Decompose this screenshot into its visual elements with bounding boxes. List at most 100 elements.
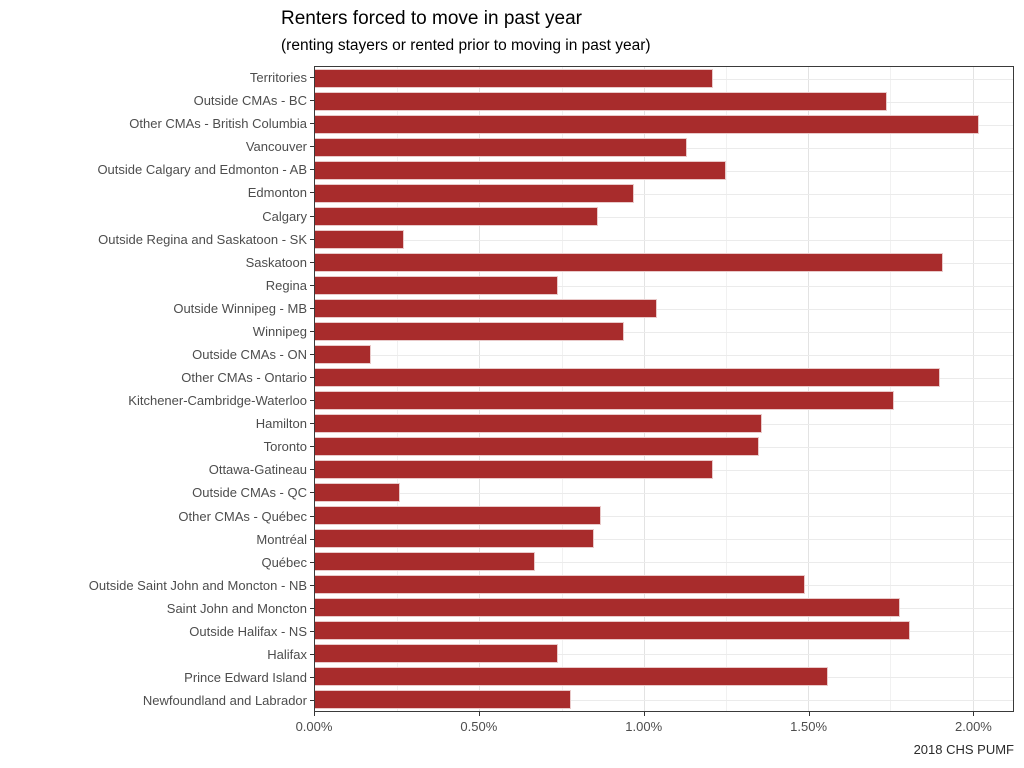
bar <box>315 574 805 595</box>
x-axis-label: 2.00% <box>955 719 992 734</box>
y-axis-label: Saskatoon <box>0 251 314 274</box>
chart-subtitle: (renting stayers or rented prior to movi… <box>281 37 651 54</box>
y-axis-label: Hamilton <box>0 412 314 435</box>
bar <box>315 160 726 181</box>
bar-row <box>315 435 1013 458</box>
bar <box>315 413 763 434</box>
bar <box>315 689 572 710</box>
x-axis-label: 0.50% <box>460 719 498 734</box>
gridline-vertical-minor <box>561 67 563 711</box>
bar <box>315 275 559 296</box>
bar-row <box>315 182 1013 205</box>
axis-tick <box>314 712 315 716</box>
y-axis-label: Kitchener-Cambridge-Waterloo <box>0 389 314 412</box>
y-axis-label: Québec <box>0 551 314 574</box>
bar-row <box>315 619 1013 642</box>
y-axis-label: Saint John and Moncton <box>0 597 314 620</box>
gridline-vertical-minor <box>397 67 399 711</box>
gridline-vertical-major <box>972 67 974 711</box>
axis-tick <box>643 712 645 716</box>
plot-panel <box>314 66 1014 712</box>
bar-row <box>315 320 1013 343</box>
y-axis-label: Other CMAs - British Columbia <box>0 112 314 135</box>
bar <box>315 459 713 480</box>
y-axis-label: Outside CMAs - ON <box>0 343 314 366</box>
bar <box>315 68 713 89</box>
bar <box>315 528 595 549</box>
y-axis-label: Winnipeg <box>0 320 314 343</box>
bar <box>315 137 687 158</box>
x-axis-label: 0.00% <box>295 719 333 734</box>
x-axis-label: 1.00% <box>625 719 663 734</box>
gridline-vertical-major <box>808 67 810 711</box>
bar <box>315 597 901 618</box>
y-axis-label: Toronto <box>0 435 314 458</box>
y-axis-label: Outside CMAs - BC <box>0 89 314 112</box>
bar <box>315 252 943 273</box>
bar-row <box>315 366 1013 389</box>
bar <box>315 666 828 687</box>
gridline-vertical-minor <box>890 67 892 711</box>
bar <box>315 482 401 503</box>
y-axis-label: Prince Edward Island <box>0 666 314 689</box>
axis-tick <box>478 712 480 716</box>
y-axis-label: Montréal <box>0 528 314 551</box>
bar <box>315 505 602 526</box>
gridline-vertical-major <box>643 67 645 711</box>
bar-row <box>315 113 1013 136</box>
bar-row <box>315 159 1013 182</box>
bar-row <box>315 458 1013 481</box>
bar-row <box>315 251 1013 274</box>
bar <box>315 321 625 342</box>
bar-row <box>315 205 1013 228</box>
bar <box>315 229 404 250</box>
bar <box>315 551 536 572</box>
bar-row <box>315 389 1013 412</box>
bar <box>315 91 888 112</box>
bar <box>315 183 634 204</box>
x-axis: 0.00% 0.50% 1.00% 1.50% 2.00% <box>296 712 1014 746</box>
y-axis-label: Vancouver <box>0 135 314 158</box>
bar <box>315 390 894 411</box>
bar-row <box>315 412 1013 435</box>
axis-tick <box>973 712 975 716</box>
bar-row <box>315 228 1013 251</box>
y-axis-label: Territories <box>0 66 314 89</box>
bar-row <box>315 665 1013 688</box>
bar <box>315 620 911 641</box>
bar-row <box>315 343 1013 366</box>
y-axis: Territories Outside CMAs - BC Other CMAs… <box>0 66 314 712</box>
y-axis-label: Regina <box>0 274 314 297</box>
bar <box>315 206 598 227</box>
bar <box>315 344 371 365</box>
y-axis-label: Calgary <box>0 204 314 227</box>
y-axis-label: Newfoundland and Labrador <box>0 689 314 712</box>
bar <box>315 643 559 664</box>
bar-row <box>315 573 1013 596</box>
caption: 2018 CHS PUMF <box>913 742 1014 757</box>
y-axis-label: Outside CMAs - QC <box>0 481 314 504</box>
bars-area <box>315 67 1013 711</box>
chart-title: Renters forced to move in past year <box>281 8 582 29</box>
y-axis-label: Outside Halifax - NS <box>0 620 314 643</box>
bar <box>315 367 940 388</box>
y-axis-label: Outside Regina and Saskatoon - SK <box>0 228 314 251</box>
bar <box>315 114 980 135</box>
y-axis-label: Other CMAs - Québec <box>0 504 314 527</box>
x-axis-label: 1.50% <box>790 719 828 734</box>
bar-row <box>315 297 1013 320</box>
y-axis-label: Outside Calgary and Edmonton - AB <box>0 158 314 181</box>
y-axis-label: Outside Saint John and Moncton - NB <box>0 574 314 597</box>
y-axis-label: Edmonton <box>0 181 314 204</box>
bar-row <box>315 550 1013 573</box>
bar <box>315 436 759 457</box>
axis-tick <box>808 712 810 716</box>
bar-row <box>315 688 1013 711</box>
y-axis-label: Ottawa-Gatineau <box>0 458 314 481</box>
bar-row <box>315 527 1013 550</box>
bar-row <box>315 136 1013 159</box>
gridline-vertical-minor <box>725 67 727 711</box>
bar-row <box>315 67 1013 90</box>
bar-row <box>315 596 1013 619</box>
